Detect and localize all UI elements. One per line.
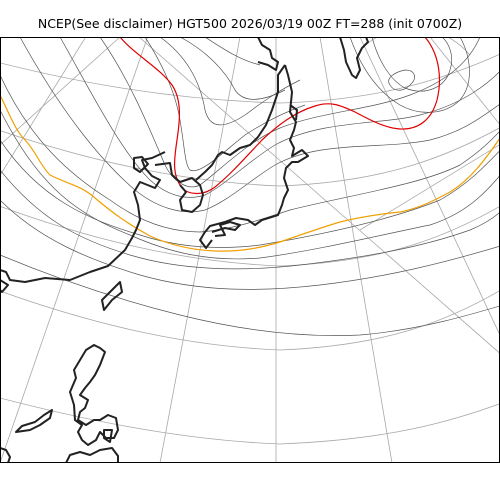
meridian-line — [0, 37, 87, 177]
latitude-line — [0, 53, 500, 104]
coastline — [195, 64, 286, 181]
contour-line — [349, 37, 470, 113]
latitude-line — [0, 290, 500, 351]
coastlines — [0, 37, 369, 463]
contour-5400-line — [0, 94, 500, 252]
contour-line — [0, 74, 500, 233]
contour-line — [19, 37, 500, 213]
contour-line — [59, 37, 500, 198]
contour-line — [0, 109, 500, 260]
coastline — [69, 344, 119, 446]
coastline — [133, 156, 149, 173]
coastline — [0, 447, 11, 463]
contour-line — [0, 139, 500, 248]
contour-line — [388, 69, 415, 91]
contour-line — [371, 37, 453, 92]
contour-line — [179, 37, 286, 100]
meridian-line — [429, 37, 500, 126]
map-title: NCEP(See disclaimer) HGT500 2026/03/19 0… — [37, 16, 463, 31]
coastline — [199, 64, 309, 249]
meridian-line — [359, 143, 500, 231]
coastline — [339, 37, 369, 79]
coastline — [154, 162, 204, 213]
coastline — [101, 281, 123, 311]
meridian-line — [0, 37, 121, 146]
contour-line — [99, 37, 481, 188]
coastline — [65, 447, 119, 463]
contour-line — [0, 199, 500, 290]
coastline — [0, 279, 9, 293]
height-contours — [0, 37, 500, 336]
contour-line — [0, 169, 500, 270]
coastline — [211, 221, 241, 237]
meridian-line — [0, 37, 148, 463]
latitude-line — [0, 205, 500, 267]
coastline — [289, 104, 298, 121]
meridian-line — [359, 37, 500, 337]
map-frame — [0, 37, 500, 463]
coastline — [0, 151, 166, 283]
contour-line — [0, 254, 500, 336]
coastline — [103, 429, 113, 443]
coastline — [257, 37, 279, 71]
contour-line — [144, 37, 306, 172]
contour-line — [204, 37, 261, 66]
meridian-line — [319, 37, 393, 463]
coastline — [15, 409, 53, 433]
contour-5700-line — [119, 37, 441, 195]
latitude-line — [0, 127, 500, 187]
latitude-line — [0, 397, 500, 445]
latitude-line — [359, 37, 471, 56]
